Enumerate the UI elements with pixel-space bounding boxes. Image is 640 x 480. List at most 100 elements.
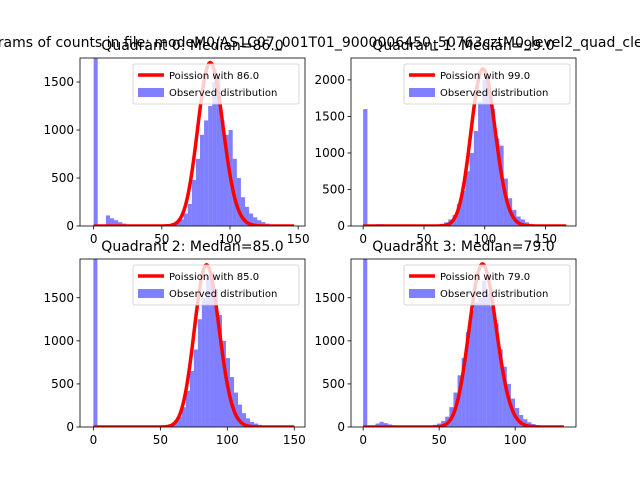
histogram-bar	[246, 418, 251, 427]
quadrant-1-title: Quadrant 1: Median=99.0	[372, 38, 554, 54]
histogram-bar	[478, 101, 483, 226]
y-tick-label: 2000	[314, 73, 345, 87]
legend: Poission with 99.0 Observed distribution	[403, 63, 571, 105]
histogram-bar	[495, 138, 500, 226]
histogram-bar	[490, 306, 495, 427]
legend: Poission with 86.0 Observed distribution	[132, 63, 300, 105]
legend-entry-observed: Observed distribution	[440, 289, 548, 300]
histogram-bar	[193, 349, 198, 427]
histogram-bar	[238, 404, 243, 427]
x-tick-label: 0	[359, 433, 367, 447]
histogram-bar	[181, 407, 186, 427]
histogram-bar	[93, 259, 98, 427]
histogram-bar	[209, 271, 214, 427]
y-tick-label: 500	[51, 377, 74, 391]
x-tick-label: 150	[534, 232, 557, 246]
histogram-bar	[118, 222, 123, 226]
legend-entry-observed: Observed distribution	[169, 289, 277, 300]
histogram-bar	[216, 77, 221, 226]
y-tick-label: 1000	[43, 334, 74, 348]
legend-patch-swatch	[138, 289, 164, 298]
histogram-bar	[502, 366, 507, 427]
histogram-bar	[473, 302, 479, 427]
legend-entry-observed: Observed distribution	[440, 88, 548, 99]
histogram-bar	[217, 315, 222, 427]
quadrant-2-title: Quadrant 2: Median=85.0	[101, 239, 283, 255]
histogram-bar	[250, 421, 255, 427]
histogram-bar	[224, 134, 229, 226]
poisson-curve	[362, 262, 565, 427]
histogram-bar	[200, 134, 205, 226]
legend-box	[132, 63, 300, 105]
legend: Poission with 85.0 Observed distribution	[132, 264, 300, 306]
histogram-bar	[379, 421, 384, 427]
histogram-bar	[201, 297, 206, 427]
histogram-bar	[469, 310, 474, 427]
histogram-bar	[245, 206, 250, 226]
histogram-bar	[469, 152, 474, 226]
histogram-bar	[486, 83, 491, 226]
legend: Poission with 79.0 Observed distribution	[403, 264, 571, 306]
histogram-bar	[179, 219, 184, 226]
histogram-bar	[261, 222, 266, 226]
legend-entry-poisson: Poission with 86.0	[169, 71, 259, 82]
histogram-bar	[236, 178, 241, 226]
axes-frame	[350, 57, 577, 227]
quadrant-0-plot-area	[92, 58, 296, 226]
axes-frame	[79, 258, 306, 428]
histogram-bar	[456, 204, 462, 226]
x-tick-label: 100	[216, 433, 239, 447]
histogram-bar	[465, 171, 470, 226]
histogram-bar	[478, 297, 483, 427]
histogram-bar	[208, 106, 213, 226]
histogram-bar	[482, 280, 487, 427]
histogram-bar	[249, 213, 254, 226]
histogram-bar	[213, 289, 218, 427]
y-tick-label: 0	[337, 420, 345, 434]
axes-frame	[79, 57, 306, 227]
quadrant-0-title: Quadrant 0: Median=86.0	[101, 38, 283, 54]
histogram-bar	[486, 293, 491, 427]
histogram-bar	[220, 120, 225, 226]
histogram-bar	[185, 390, 190, 427]
x-tick-label: 100	[473, 232, 496, 246]
histogram-bar	[457, 375, 462, 427]
histogram-bar	[191, 179, 196, 226]
x-tick-label: 0	[90, 433, 98, 447]
x-tick-label: 100	[504, 433, 527, 447]
histogram-bar	[242, 413, 247, 427]
histogram-bar	[177, 416, 182, 427]
histogram-bar	[494, 323, 499, 427]
histogram-bar	[482, 79, 487, 226]
histogram-bar	[461, 190, 466, 226]
y-tick-label: 500	[322, 182, 345, 196]
legend-box	[403, 63, 571, 105]
y-tick-label: 1000	[43, 123, 74, 137]
histogram-bar	[205, 276, 210, 427]
legend-entry-poisson: Poission with 99.0	[440, 71, 530, 82]
y-tick-label: 500	[51, 171, 74, 185]
histogram-bar	[257, 220, 262, 226]
histogram-bar	[221, 340, 226, 427]
histogram-bar	[499, 145, 504, 226]
figure-suptitle: Histograms of counts in file: modeM0/AS1…	[0, 35, 640, 51]
histogram-bar	[490, 109, 496, 226]
x-tick-label: 150	[283, 433, 306, 447]
histogram-bar	[110, 218, 115, 226]
y-tick-label: 1500	[314, 109, 345, 123]
x-tick-label: 50	[416, 232, 431, 246]
y-tick-label: 1500	[314, 291, 345, 305]
y-tick-label: 0	[66, 219, 74, 233]
legend-patch-swatch	[409, 88, 435, 97]
legend-box	[403, 264, 571, 306]
legend-entry-poisson: Poission with 79.0	[440, 272, 530, 283]
histogram-bar	[498, 349, 503, 427]
y-tick-label: 1000	[314, 146, 345, 160]
x-tick-label: 50	[153, 433, 168, 447]
x-tick-label: 50	[154, 232, 169, 246]
histogram-bar	[189, 371, 194, 427]
histogram-bar	[363, 109, 368, 226]
